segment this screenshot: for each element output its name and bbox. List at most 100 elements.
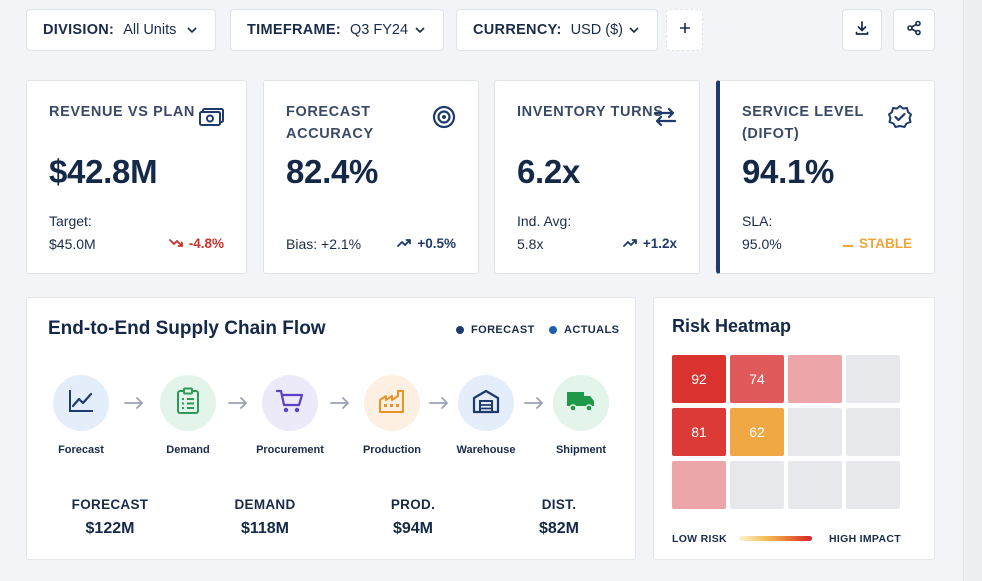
scrollbar[interactable] bbox=[963, 0, 982, 581]
stat-label-distribution: DIST. bbox=[541, 497, 577, 512]
kpi-value: $42.8M bbox=[49, 153, 158, 190]
heatmap-cell[interactable]: 81 bbox=[672, 408, 726, 456]
kpi-sla-value: 95.0% bbox=[742, 236, 782, 252]
heatmap-cell[interactable] bbox=[788, 355, 842, 403]
download-icon bbox=[854, 20, 870, 41]
heatmap-cell[interactable] bbox=[846, 461, 900, 509]
kpi-delta-value: +0.5% bbox=[417, 236, 456, 251]
trend-up-icon bbox=[397, 236, 412, 251]
arrow-right-icon bbox=[227, 393, 249, 413]
timeframe-filter-key: TIMEFRAME: bbox=[247, 22, 342, 38]
flow-step-label: Production bbox=[362, 444, 422, 456]
flow-step-shipment[interactable] bbox=[553, 375, 609, 431]
heatmap-cell[interactable]: 62 bbox=[730, 408, 784, 456]
kpi-delta: +0.5% bbox=[397, 236, 456, 251]
kpi-sla-label: SLA: bbox=[742, 213, 773, 229]
flow-step-label: Procurement bbox=[256, 444, 324, 456]
kpi-card-revenue[interactable]: REVENUE VS PLAN $42.8M Target: $45.0M -4… bbox=[26, 80, 247, 274]
legend-actuals: ACTUALS bbox=[549, 324, 619, 336]
flow-step-forecast[interactable] bbox=[53, 375, 109, 431]
flow-step-label: Demand bbox=[166, 444, 210, 456]
kpi-target-label: Target: bbox=[49, 213, 92, 229]
plus-icon bbox=[679, 21, 691, 39]
arrow-right-icon bbox=[523, 393, 545, 413]
arrow-right-icon bbox=[428, 393, 450, 413]
banknote-icon bbox=[198, 103, 226, 131]
kpi-card-inventory-turns[interactable]: INVENTORY TURNS 6.2x Ind. Avg: 5.8x +1.2… bbox=[494, 80, 700, 274]
target-icon bbox=[430, 103, 458, 131]
division-filter-value: All Units bbox=[123, 22, 177, 38]
heatmap-gradient-scale bbox=[739, 536, 812, 541]
factory-icon bbox=[378, 388, 406, 419]
panel-title: Risk Heatmap bbox=[672, 316, 792, 336]
kpi-avg-label: Ind. Avg: bbox=[517, 213, 572, 229]
kpi-label: SERVICE LEVEL (DIFOT) bbox=[742, 104, 864, 142]
arrow-right-icon bbox=[329, 393, 351, 413]
division-filter[interactable]: DIVISION: All Units bbox=[26, 9, 216, 51]
flow-step-label: Warehouse bbox=[456, 444, 516, 456]
cart-icon bbox=[275, 388, 304, 419]
stat-label-demand: DEMAND bbox=[234, 497, 296, 512]
panel-title: End-to-End Supply Chain Flow bbox=[48, 318, 326, 339]
kpi-card-service-level[interactable]: SERVICE LEVEL (DIFOT) 94.1% SLA: 95.0% S… bbox=[716, 80, 935, 274]
kpi-label: INVENTORY TURNS bbox=[517, 104, 664, 120]
arrow-right-icon bbox=[123, 393, 145, 413]
heatmap-cell[interactable] bbox=[788, 461, 842, 509]
supply-chain-flow-panel bbox=[26, 297, 636, 560]
heatmap-cell[interactable] bbox=[730, 461, 784, 509]
division-filter-key: DIVISION: bbox=[43, 22, 115, 38]
flow-step-demand[interactable] bbox=[160, 375, 216, 431]
share-icon bbox=[906, 20, 922, 41]
legend-dot bbox=[456, 326, 464, 334]
legend-label: FORECAST bbox=[471, 324, 535, 336]
currency-filter-value: USD ($) bbox=[570, 22, 623, 38]
timeframe-filter[interactable]: TIMEFRAME: Q3 FY24 bbox=[230, 9, 444, 51]
line-chart-icon bbox=[67, 388, 95, 419]
stat-label-forecast: FORECAST bbox=[71, 497, 149, 512]
clipboard-icon bbox=[176, 387, 200, 420]
currency-filter-key: CURRENCY: bbox=[473, 22, 562, 38]
kpi-value: 82.4% bbox=[286, 153, 379, 190]
chevron-down-icon bbox=[185, 23, 199, 37]
heatmap-high-label: HIGH IMPACT bbox=[829, 533, 901, 545]
chevron-down-icon bbox=[413, 23, 427, 37]
kpi-avg-value: 5.8x bbox=[517, 236, 544, 252]
download-button[interactable] bbox=[842, 9, 882, 51]
stat-value-forecast: $122M bbox=[85, 520, 135, 537]
kpi-delta: -4.8% bbox=[168, 236, 224, 251]
kpi-bias: Bias: +2.1% bbox=[286, 236, 362, 252]
kpi-delta-value: +1.2x bbox=[642, 236, 677, 251]
heatmap-low-label: LOW RISK bbox=[672, 533, 727, 545]
kpi-delta: +1.2x bbox=[622, 236, 677, 251]
flow-step-production[interactable] bbox=[364, 375, 420, 431]
kpi-label: REVENUE VS PLAN bbox=[49, 104, 195, 120]
heatmap-cell[interactable]: 74 bbox=[730, 355, 784, 403]
heatmap-cell[interactable]: 92 bbox=[672, 355, 726, 403]
trend-up-icon bbox=[622, 236, 637, 251]
swap-arrows-icon bbox=[651, 103, 679, 131]
flow-step-label: Shipment bbox=[555, 444, 607, 456]
heatmap-cell[interactable] bbox=[846, 355, 900, 403]
flow-step-label: Forecast bbox=[58, 444, 104, 456]
kpi-delta: STABLE bbox=[843, 236, 912, 251]
flow-step-procurement[interactable] bbox=[262, 375, 318, 431]
currency-filter[interactable]: CURRENCY: USD ($) bbox=[456, 9, 658, 51]
heatmap-cell[interactable] bbox=[846, 408, 900, 456]
flow-step-warehouse[interactable] bbox=[458, 375, 514, 431]
chevron-down-icon bbox=[627, 23, 641, 37]
kpi-value: 6.2x bbox=[517, 153, 581, 190]
kpi-delta-value: STABLE bbox=[859, 236, 912, 251]
kpi-value: 94.1% bbox=[742, 153, 835, 190]
stat-value-distribution: $82M bbox=[538, 520, 580, 537]
kpi-delta-value: -4.8% bbox=[188, 236, 224, 251]
heatmap-cell[interactable] bbox=[788, 408, 842, 456]
warehouse-icon bbox=[472, 388, 500, 419]
legend-forecast: FORECAST bbox=[456, 324, 535, 336]
kpi-card-forecast-accuracy[interactable]: FORECAST ACCURACY 82.4% Bias: +2.1% +0.5… bbox=[263, 80, 479, 274]
heatmap-cell[interactable] bbox=[672, 461, 726, 509]
share-button[interactable] bbox=[893, 9, 935, 51]
trend-down-icon bbox=[168, 236, 183, 251]
verified-badge-icon bbox=[886, 103, 914, 131]
stat-value-production: $94M bbox=[392, 520, 434, 537]
add-filter-button[interactable] bbox=[666, 9, 703, 51]
